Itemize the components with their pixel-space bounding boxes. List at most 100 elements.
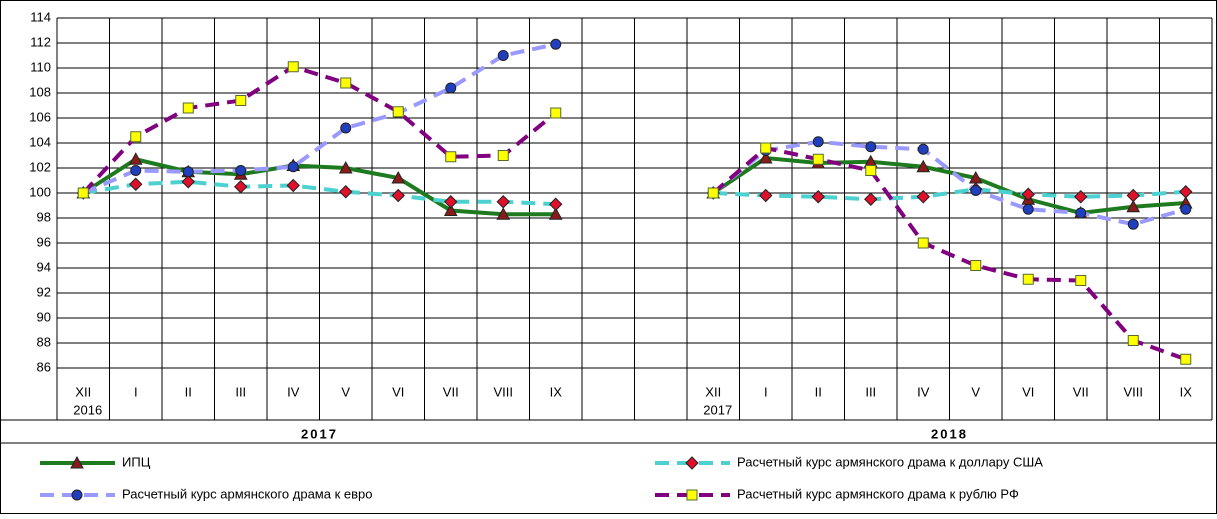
point bbox=[443, 203, 458, 216]
x-tick-label: IV bbox=[917, 384, 930, 399]
x-tick-label: XII bbox=[75, 384, 91, 399]
x-tick-label: III bbox=[235, 384, 246, 399]
point bbox=[391, 170, 406, 184]
y-tick-label: 92 bbox=[37, 284, 51, 299]
x-sublabel: 2016 bbox=[73, 402, 102, 417]
point bbox=[128, 152, 143, 165]
x-tick-label: I bbox=[134, 384, 138, 399]
legend-label: Расчетный курс армянского драма к евро bbox=[122, 486, 372, 501]
point bbox=[812, 153, 824, 165]
point bbox=[865, 165, 877, 176]
y-tick-label: 98 bbox=[37, 209, 51, 224]
point bbox=[129, 177, 143, 191]
point bbox=[550, 38, 562, 50]
y-tick-label: 104 bbox=[29, 134, 51, 149]
point bbox=[1075, 275, 1087, 286]
point bbox=[444, 195, 458, 209]
point bbox=[339, 185, 353, 199]
point bbox=[811, 190, 825, 204]
y-tick-label: 86 bbox=[37, 359, 51, 374]
x-tick-label: VII bbox=[1073, 384, 1089, 399]
y-tick-label: 94 bbox=[37, 259, 51, 274]
x-tick-label: VII bbox=[443, 384, 459, 399]
point bbox=[497, 50, 509, 61]
x-tick-label: IX bbox=[1180, 384, 1193, 399]
point bbox=[1127, 218, 1139, 230]
point bbox=[916, 159, 931, 173]
x-tick-label: VIII bbox=[493, 384, 513, 399]
point bbox=[496, 207, 511, 220]
y-tick-label: 102 bbox=[29, 159, 51, 174]
legend-marker bbox=[685, 456, 699, 470]
point bbox=[392, 106, 404, 118]
y-tick-label: 108 bbox=[29, 84, 51, 99]
y-tick-label: 96 bbox=[37, 234, 51, 249]
point bbox=[1180, 203, 1192, 215]
series-line bbox=[712, 155, 1186, 216]
point bbox=[1127, 335, 1139, 346]
point bbox=[1022, 203, 1034, 215]
series-line bbox=[81, 64, 558, 195]
y-tick-label: 88 bbox=[37, 334, 51, 349]
x-tick-label: II bbox=[185, 384, 192, 399]
y-tick-label: 100 bbox=[29, 184, 51, 199]
point bbox=[548, 207, 563, 220]
point bbox=[181, 175, 195, 189]
series-line bbox=[82, 42, 557, 195]
point bbox=[1074, 190, 1088, 204]
point bbox=[77, 187, 89, 199]
point bbox=[287, 161, 299, 173]
point bbox=[182, 102, 194, 114]
point bbox=[550, 107, 562, 119]
x-tick-label: VI bbox=[1022, 384, 1034, 399]
series-line bbox=[82, 157, 556, 217]
series-line bbox=[713, 187, 1186, 202]
point bbox=[1126, 199, 1141, 213]
y-tick-label: 90 bbox=[37, 309, 51, 324]
x-tick-label: IX bbox=[550, 384, 563, 399]
point bbox=[235, 95, 247, 106]
x-tick-label: XII bbox=[705, 384, 721, 399]
x-tick-label: IV bbox=[287, 384, 300, 399]
point bbox=[760, 142, 772, 154]
legend-marker bbox=[71, 489, 83, 501]
point bbox=[338, 160, 353, 174]
y-tick-label: 106 bbox=[29, 109, 51, 124]
legend-label: Расчетный курс армянского драма к доллар… bbox=[737, 454, 1043, 469]
legend-marker bbox=[686, 489, 698, 501]
x-tick-label: II bbox=[815, 384, 822, 399]
x-tick-label: VI bbox=[392, 384, 404, 399]
series-line bbox=[711, 145, 1187, 362]
point bbox=[917, 143, 929, 155]
group-label: 2018 bbox=[931, 426, 968, 441]
point bbox=[1180, 353, 1192, 365]
point bbox=[1179, 185, 1193, 199]
group-label: 2017 bbox=[301, 426, 338, 441]
point bbox=[497, 150, 509, 161]
x-tick-label: VIII bbox=[1123, 384, 1143, 399]
point bbox=[235, 165, 247, 176]
point bbox=[812, 136, 824, 148]
point bbox=[496, 195, 510, 209]
series-line bbox=[711, 139, 1187, 227]
point bbox=[287, 61, 299, 73]
point bbox=[707, 187, 719, 199]
point bbox=[1022, 273, 1034, 285]
point bbox=[234, 180, 248, 194]
series-line bbox=[82, 179, 556, 207]
point bbox=[759, 188, 773, 203]
point bbox=[286, 178, 300, 193]
x-tick-label: III bbox=[865, 384, 876, 399]
point bbox=[1075, 207, 1087, 219]
point bbox=[864, 192, 878, 206]
point bbox=[445, 151, 457, 163]
point bbox=[1021, 187, 1035, 201]
point bbox=[391, 188, 405, 203]
point bbox=[340, 122, 352, 134]
y-tick-label: 112 bbox=[30, 34, 51, 49]
x-tick-label: I bbox=[764, 384, 768, 399]
point bbox=[549, 197, 563, 211]
point bbox=[970, 185, 982, 196]
x-sublabel: 2017 bbox=[703, 402, 732, 417]
